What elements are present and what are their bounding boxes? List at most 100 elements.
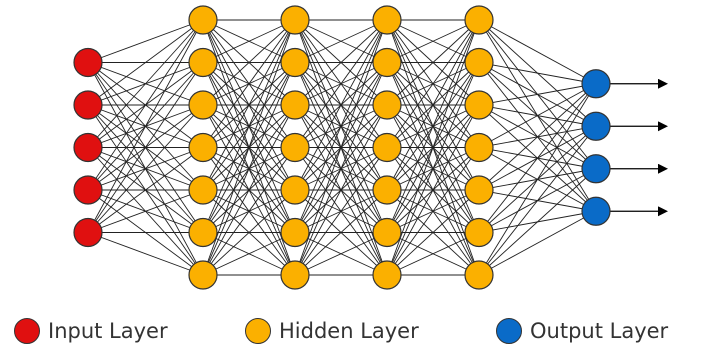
- connection-edge: [87, 189, 204, 233]
- connection-edge: [87, 19, 204, 63]
- connection-edge: [478, 62, 597, 85]
- connection-edge: [386, 19, 480, 106]
- hidden-node: [372, 217, 402, 248]
- input-layer-swatch: [14, 318, 40, 344]
- hidden-node: [464, 132, 494, 163]
- connection-edge: [202, 19, 296, 148]
- connection-edge: [294, 147, 388, 276]
- hidden-node: [372, 260, 402, 290]
- connection-edge: [202, 19, 296, 106]
- input-node: [73, 47, 103, 78]
- connection-edge: [386, 104, 480, 276]
- connection-edge: [294, 19, 388, 191]
- hidden-node: [464, 47, 494, 78]
- input-node: [73, 175, 103, 205]
- connection-edge: [478, 125, 597, 276]
- connection-edge: [294, 19, 388, 233]
- hidden-node: [280, 90, 310, 120]
- output-node: [581, 69, 611, 99]
- connection-edge: [202, 147, 296, 276]
- connection-edge: [386, 19, 480, 276]
- connection-edge: [478, 83, 597, 233]
- hidden-node: [464, 90, 494, 120]
- connection-edge: [87, 19, 204, 191]
- connections-group: [87, 19, 597, 276]
- connection-edge: [478, 19, 597, 85]
- connection-edge: [202, 189, 296, 276]
- connection-edge: [294, 232, 388, 276]
- connection-edge: [478, 168, 597, 276]
- output-node: [581, 196, 611, 226]
- connection-edge: [386, 19, 480, 63]
- connection-edge: [386, 19, 480, 233]
- hidden-node: [280, 5, 310, 35]
- connection-edge: [202, 104, 296, 276]
- connection-edge: [386, 232, 480, 276]
- hidden-node: [464, 175, 494, 205]
- output-layer-swatch: [496, 318, 522, 344]
- legend-label-output: Output Layer: [530, 319, 669, 343]
- connection-edge: [87, 19, 204, 233]
- legend: Input Layer Hidden Layer Output Layer: [0, 310, 712, 350]
- connection-edge: [386, 189, 480, 276]
- output-arrows-group: [610, 78, 668, 217]
- connection-edge: [478, 83, 597, 191]
- connection-edge: [478, 83, 597, 148]
- hidden-node: [280, 217, 310, 248]
- hidden-node: [280, 260, 310, 290]
- output-node: [581, 154, 611, 184]
- connection-edge: [294, 189, 388, 276]
- connection-edge: [294, 19, 388, 63]
- connection-edge: [202, 19, 296, 63]
- hidden-node: [372, 132, 402, 163]
- connection-edge: [294, 104, 388, 276]
- hidden-node: [188, 260, 218, 290]
- connection-edge: [87, 62, 204, 233]
- connection-edge: [386, 19, 480, 191]
- connection-edge: [386, 147, 480, 276]
- connection-edge: [478, 83, 597, 106]
- hidden-node: [280, 47, 310, 78]
- input-node: [73, 217, 103, 248]
- connection-edge: [202, 19, 296, 233]
- connection-edge: [202, 62, 296, 276]
- connection-edge: [202, 19, 296, 276]
- legend-item-input: Input Layer: [14, 316, 168, 346]
- connection-edge: [478, 210, 597, 276]
- connection-edge: [386, 19, 480, 148]
- hidden-node: [372, 5, 402, 35]
- connection-edge: [294, 19, 388, 148]
- connection-edge: [87, 104, 204, 233]
- connection-edge: [294, 19, 388, 106]
- legend-label-hidden: Hidden Layer: [279, 319, 419, 343]
- connection-edge: [202, 232, 296, 276]
- hidden-node: [188, 217, 218, 248]
- hidden-node: [464, 217, 494, 248]
- hidden-node: [372, 47, 402, 78]
- connection-edge: [87, 147, 204, 233]
- input-node: [73, 90, 103, 120]
- output-node: [581, 111, 611, 141]
- hidden-node: [188, 132, 218, 163]
- hidden-node: [372, 90, 402, 120]
- hidden-node: [372, 175, 402, 205]
- connection-edge: [294, 19, 388, 276]
- input-node: [73, 132, 103, 163]
- connection-edge: [294, 62, 388, 276]
- legend-item-output: Output Layer: [496, 316, 668, 346]
- hidden-node: [280, 175, 310, 205]
- hidden-node: [188, 90, 218, 120]
- connection-edge: [386, 62, 480, 276]
- legend-item-hidden: Hidden Layer: [245, 316, 419, 346]
- connection-edge: [202, 19, 296, 191]
- hidden-node: [464, 260, 494, 290]
- hidden-node: [188, 175, 218, 205]
- hidden-node: [464, 5, 494, 35]
- legend-label-input: Input Layer: [48, 319, 168, 343]
- connection-edge: [87, 19, 204, 106]
- connection-edge: [478, 83, 597, 276]
- nodes-group: [73, 5, 611, 290]
- hidden-layer-swatch: [245, 318, 271, 344]
- hidden-node: [188, 47, 218, 78]
